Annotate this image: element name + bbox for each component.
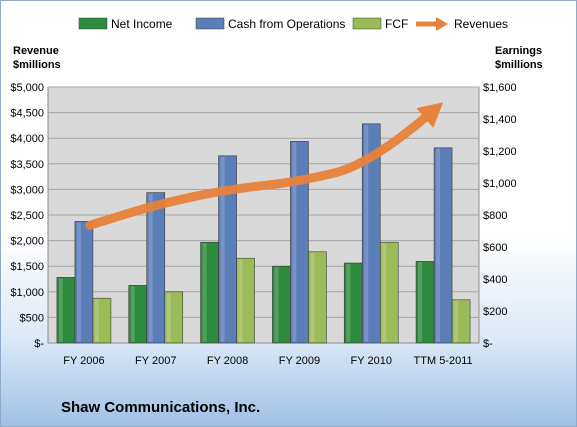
right-tick-label: $1,400: [483, 114, 517, 126]
category-label: FY 2006: [63, 355, 104, 367]
left-tick-label: $3,000: [10, 184, 44, 196]
left-tick-label: $1,000: [10, 287, 44, 299]
bar-highlight: [454, 300, 459, 342]
left-tick-label: $2,500: [10, 210, 44, 222]
category-label: FY 2009: [279, 355, 320, 367]
bar-fcf: [308, 251, 327, 344]
bar-fcf: [451, 299, 471, 344]
bar-highlight: [382, 243, 387, 342]
right-axis-title-line1: Earnings: [495, 45, 542, 57]
company-name: Shaw Communications, Inc.: [61, 399, 261, 416]
bar-highlight: [166, 292, 171, 342]
bar-highlight: [418, 262, 423, 342]
bar-cash-from-operations: [146, 192, 166, 344]
bar-highlight: [346, 264, 351, 342]
bar-cash-from-operations: [218, 155, 237, 344]
bar-cash-from-operations: [74, 221, 94, 344]
right-tick-label: $1,600: [483, 82, 517, 94]
bar-highlight: [436, 148, 441, 342]
legend-swatch-cash-from-operations: [195, 17, 225, 30]
bar-highlight: [76, 222, 81, 342]
bar-highlight: [220, 156, 225, 342]
right-axis-title-line2: $millions: [495, 59, 543, 71]
left-tick-label: $-: [34, 338, 44, 350]
bar-cash-from-operations: [433, 147, 453, 344]
right-tick-label: $600: [483, 242, 507, 254]
bar-cash-from-operations: [290, 141, 309, 344]
left-tick-label: $2,000: [10, 236, 44, 248]
bar-cash-from-operations: [361, 123, 381, 344]
left-tick-label: $500: [20, 312, 44, 324]
legend-label-cash-from-operations: Cash from Operations: [228, 17, 345, 31]
revenues-arrowhead: [416, 102, 444, 128]
bar-fcf: [236, 257, 255, 344]
left-tick-label: $1,500: [10, 261, 44, 273]
plot-area: $- $500 $1,000 $1,500 $2,000 $2,500 $3,000 $3,5…: [10, 82, 516, 367]
legend-swatch-net-income: [78, 17, 108, 30]
bar-highlight: [130, 286, 135, 342]
bar-highlight: [94, 299, 99, 342]
left-tick-label: $4,500: [10, 108, 44, 120]
right-tick-label: $1,200: [483, 146, 517, 158]
category-label: FY 2007: [135, 355, 176, 367]
bar-highlight: [310, 252, 315, 342]
category-label: FY 2010: [351, 355, 392, 367]
category-label: TTM 5-2011: [414, 355, 473, 367]
category-label: FY 2008: [207, 355, 248, 367]
legend: Net Income Cash from Operations FCF Revenue…: [78, 17, 508, 31]
left-tick-label: $3,500: [10, 159, 44, 171]
legend-label-net-income: Net Income: [111, 17, 173, 31]
bar-fcf: [164, 291, 184, 344]
left-tick-label: $5,000: [10, 82, 44, 94]
legend-label-revenues: Revenues: [454, 17, 508, 31]
left-tick-label: $4,000: [10, 133, 44, 145]
bar-highlight: [238, 259, 243, 342]
legend-label-fcf: FCF: [385, 17, 408, 31]
bar-highlight: [148, 193, 153, 342]
bar-fcf: [92, 297, 112, 344]
bar-highlight: [202, 243, 207, 342]
left-axis-title-line2: $millions: [13, 59, 61, 71]
bar-highlight: [58, 278, 63, 342]
right-tick-label: $-: [483, 338, 493, 350]
legend-swatch-fcf: [352, 17, 382, 30]
legend-arrowhead-revenues: [436, 17, 448, 31]
right-tick-label: $400: [483, 274, 507, 286]
bar-fcf: [379, 241, 399, 344]
revenues-line: [85, 108, 436, 230]
bar-highlight: [274, 267, 279, 342]
bar-highlight: [292, 142, 297, 342]
left-axis-title-line1: Revenue: [13, 45, 59, 57]
right-tick-label: $800: [483, 210, 507, 222]
bar-highlight: [364, 124, 369, 342]
right-tick-label: $200: [483, 306, 507, 318]
right-tick-label: $1,000: [483, 178, 517, 190]
